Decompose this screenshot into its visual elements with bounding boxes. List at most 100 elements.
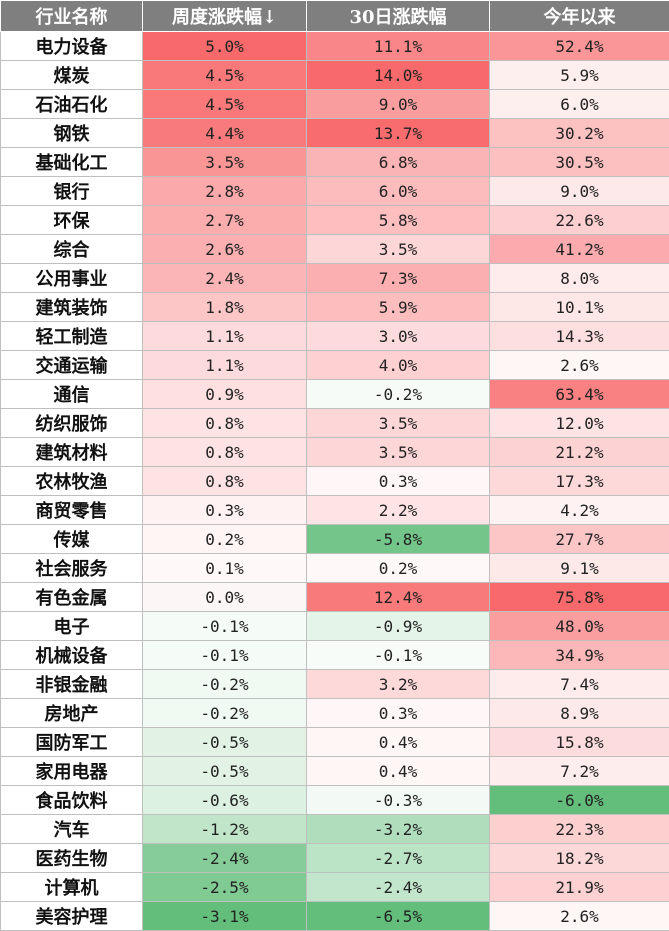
industry-name-cell: 计算机 [1, 873, 143, 902]
industry-name-cell: 家用电器 [1, 757, 143, 786]
30day-change-cell: 3.2% [307, 670, 490, 699]
weekly-change-cell: -0.5% [143, 757, 307, 786]
ytd-change-cell: 7.4% [490, 670, 669, 699]
ytd-change-cell: 15.8% [490, 728, 669, 757]
weekly-change-cell: -2.4% [143, 844, 307, 873]
ytd-change-cell: 22.3% [490, 815, 669, 844]
weekly-change-cell: -0.5% [143, 728, 307, 757]
table-row: 计算机-2.5%-2.4%21.9% [1, 873, 669, 902]
industry-name-cell: 社会服务 [1, 554, 143, 583]
industry-name-cell: 通信 [1, 380, 143, 409]
weekly-change-cell: 2.6% [143, 235, 307, 264]
weekly-change-cell: -0.6% [143, 786, 307, 815]
industry-name-cell: 交通运输 [1, 351, 143, 380]
ytd-change-cell: 9.0% [490, 177, 669, 206]
industry-name-cell: 传媒 [1, 525, 143, 554]
ytd-change-cell: 75.8% [490, 583, 669, 612]
30day-change-cell: -2.7% [307, 844, 490, 873]
30day-change-cell: -0.1% [307, 641, 490, 670]
ytd-change-cell: 7.2% [490, 757, 669, 786]
ytd-change-cell: 30.2% [490, 119, 669, 148]
ytd-change-cell: 17.3% [490, 467, 669, 496]
header-ytd-change[interactable]: 今年以来 [490, 1, 669, 32]
table-row: 机械设备-0.1%-0.1%34.9% [1, 641, 669, 670]
30day-change-cell: 3.5% [307, 235, 490, 264]
table-row: 电子-0.1%-0.9%48.0% [1, 612, 669, 641]
weekly-change-cell: 2.7% [143, 206, 307, 235]
weekly-change-cell: 2.4% [143, 264, 307, 293]
30day-change-cell: -0.9% [307, 612, 490, 641]
weekly-change-cell: -3.1% [143, 902, 307, 931]
table-row: 食品饮料-0.6%-0.3%-6.0% [1, 786, 669, 815]
industry-name-cell: 国防军工 [1, 728, 143, 757]
industry-name-cell: 汽车 [1, 815, 143, 844]
header-weekly-change[interactable]: 周度涨跌幅↓ [143, 1, 307, 32]
header-30day-change[interactable]: 30日涨跌幅 [307, 1, 490, 32]
30day-change-cell: 2.2% [307, 496, 490, 525]
table-row: 房地产-0.2%0.3%8.9% [1, 699, 669, 728]
industry-name-cell: 电子 [1, 612, 143, 641]
weekly-change-cell: 4.5% [143, 90, 307, 119]
industry-name-cell: 纺织服饰 [1, 409, 143, 438]
industry-name-cell: 环保 [1, 206, 143, 235]
weekly-change-cell: 0.8% [143, 467, 307, 496]
industry-name-cell: 有色金属 [1, 583, 143, 612]
weekly-change-cell: 0.8% [143, 409, 307, 438]
ytd-change-cell: 4.2% [490, 496, 669, 525]
30day-change-cell: 6.0% [307, 177, 490, 206]
weekly-change-cell: 0.8% [143, 438, 307, 467]
weekly-change-cell: 0.3% [143, 496, 307, 525]
weekly-change-cell: -1.2% [143, 815, 307, 844]
ytd-change-cell: 30.5% [490, 148, 669, 177]
ytd-change-cell: 21.9% [490, 873, 669, 902]
30day-change-cell: -0.3% [307, 786, 490, 815]
30day-change-cell: 4.0% [307, 351, 490, 380]
weekly-change-cell: 4.5% [143, 61, 307, 90]
ytd-change-cell: 10.1% [490, 293, 669, 322]
weekly-change-cell: 4.4% [143, 119, 307, 148]
industry-name-cell: 基础化工 [1, 148, 143, 177]
30day-change-cell: 13.7% [307, 119, 490, 148]
30day-change-cell: 3.5% [307, 409, 490, 438]
ytd-change-cell: 41.2% [490, 235, 669, 264]
table-row: 国防军工-0.5%0.4%15.8% [1, 728, 669, 757]
ytd-change-cell: 8.9% [490, 699, 669, 728]
industry-name-cell: 医药生物 [1, 844, 143, 873]
industry-name-cell: 轻工制造 [1, 322, 143, 351]
industry-name-cell: 商贸零售 [1, 496, 143, 525]
ytd-change-cell: 8.0% [490, 264, 669, 293]
industry-name-cell: 机械设备 [1, 641, 143, 670]
ytd-change-cell: -6.0% [490, 786, 669, 815]
header-industry-name[interactable]: 行业名称 [1, 1, 143, 32]
weekly-change-cell: 0.9% [143, 380, 307, 409]
weekly-change-cell: -0.2% [143, 699, 307, 728]
table-row: 非银金融-0.2%3.2%7.4% [1, 670, 669, 699]
ytd-change-cell: 48.0% [490, 612, 669, 641]
30day-change-cell: 7.3% [307, 264, 490, 293]
table-row: 汽车-1.2%-3.2%22.3% [1, 815, 669, 844]
industry-name-cell: 建筑装饰 [1, 293, 143, 322]
ytd-change-cell: 2.6% [490, 351, 669, 380]
table-row: 医药生物-2.4%-2.7%18.2% [1, 844, 669, 873]
30day-change-cell: 6.8% [307, 148, 490, 177]
industry-name-cell: 银行 [1, 177, 143, 206]
industry-name-cell: 钢铁 [1, 119, 143, 148]
industry-name-cell: 综合 [1, 235, 143, 264]
30day-change-cell: 0.3% [307, 467, 490, 496]
ytd-change-cell: 9.1% [490, 554, 669, 583]
30day-change-cell: -3.2% [307, 815, 490, 844]
30day-change-cell: -0.2% [307, 380, 490, 409]
